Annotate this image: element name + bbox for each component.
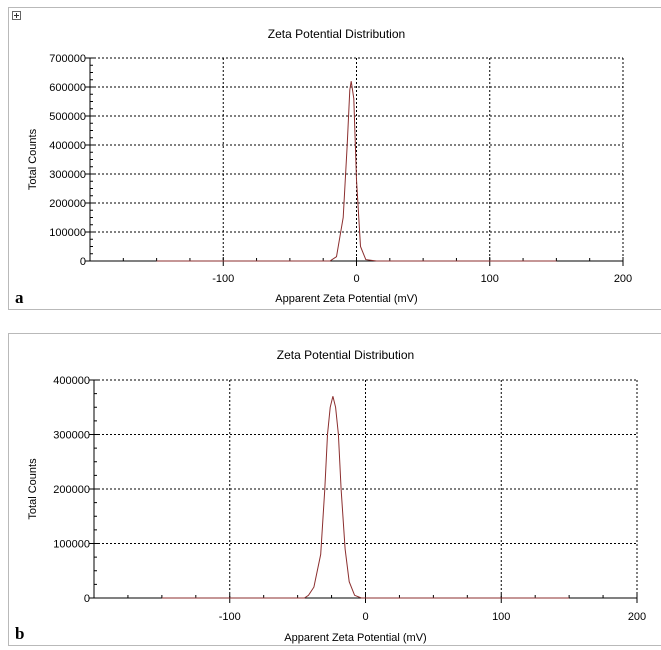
chart-a: Zeta Potential Distribution 0 100000 200000… xyxy=(27,27,632,305)
x-tick-label-3: 200 xyxy=(614,273,632,285)
x-axis-label-b: Apparent Zeta Potential (mV) xyxy=(284,632,426,644)
series-line-a-0 xyxy=(156,81,557,262)
x-tick-label-1: 0 xyxy=(362,611,368,623)
y-tick-label-1: 100000 xyxy=(53,539,90,551)
chart-panel-a: Zeta Potential Distribution 0 100000 200000… xyxy=(8,7,661,310)
x-tick-label-1: 0 xyxy=(353,273,359,285)
chart-b: Zeta Potential Distribution 0 100000 200000… xyxy=(27,348,646,644)
y-tick-label-7: 700000 xyxy=(49,53,86,65)
x-tick-label-3: 200 xyxy=(628,611,646,623)
series-line-b-0 xyxy=(161,396,570,599)
panel-label-b: b xyxy=(15,624,25,643)
y-axis-label-b: Total Counts xyxy=(27,458,39,520)
y-axis-label-a: Total Counts xyxy=(27,128,39,190)
y-tick-label-0: 0 xyxy=(84,593,90,605)
y-tick-label-0: 0 xyxy=(80,256,86,268)
x-tick-label-2: 100 xyxy=(492,611,510,623)
y-tick-label-4: 400000 xyxy=(53,375,90,387)
y-tick-label-5: 500000 xyxy=(49,111,86,123)
y-tick-label-3: 300000 xyxy=(49,169,86,181)
y-tick-label-3: 300000 xyxy=(53,430,90,442)
y-tick-label-2: 200000 xyxy=(53,484,90,496)
expand-plus-icon[interactable] xyxy=(12,11,21,20)
x-tick-label-2: 100 xyxy=(481,273,499,285)
y-tick-label-4: 400000 xyxy=(49,140,86,152)
y-tick-label-1: 100000 xyxy=(49,227,86,239)
chart-title-b: Zeta Potential Distribution xyxy=(277,348,414,362)
x-axis-label-a: Apparent Zeta Potential (mV) xyxy=(275,293,417,305)
x-tick-label-0: -100 xyxy=(212,273,234,285)
chart-panel-b: Zeta Potential Distribution 0 100000 200000… xyxy=(8,333,661,646)
x-tick-label-0: -100 xyxy=(219,611,241,623)
y-tick-label-2: 200000 xyxy=(49,198,86,210)
y-tick-label-6: 600000 xyxy=(49,82,86,94)
chart-title-a: Zeta Potential Distribution xyxy=(268,27,405,41)
panel-label-a: a xyxy=(15,288,24,307)
